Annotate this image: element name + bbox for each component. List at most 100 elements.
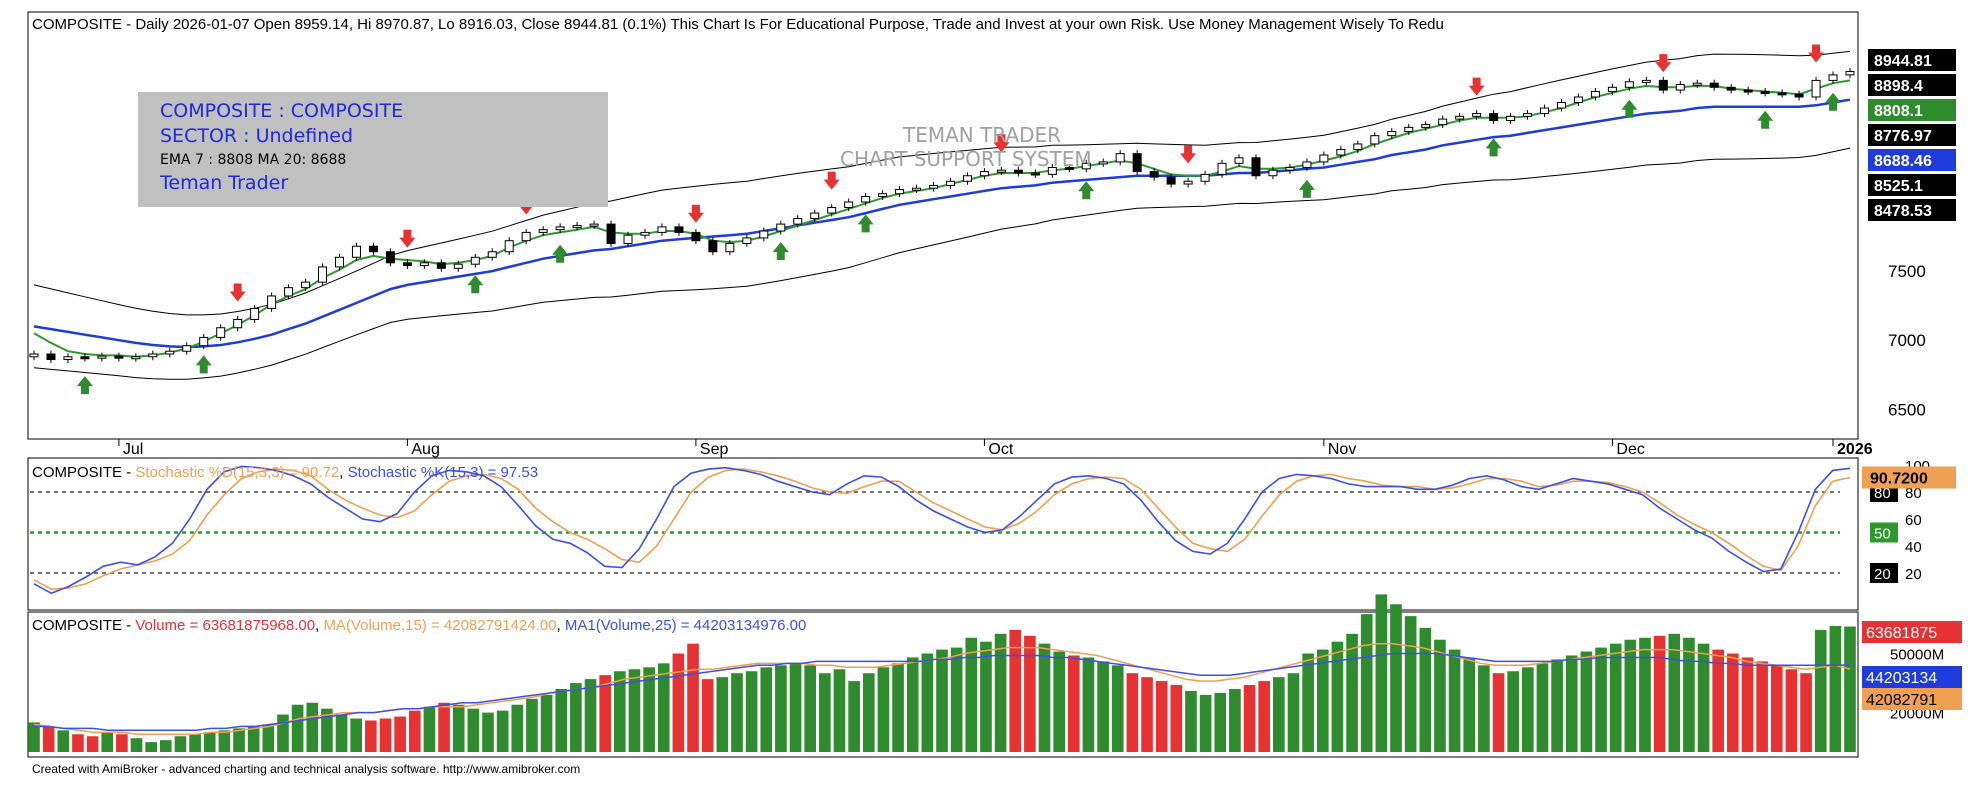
volume-bar bbox=[570, 683, 582, 752]
candle-body bbox=[1200, 173, 1210, 182]
volume-bar bbox=[116, 734, 128, 752]
volume-bar bbox=[379, 718, 392, 752]
volume-bar bbox=[1419, 627, 1432, 752]
candle-body bbox=[521, 231, 531, 242]
candle-body bbox=[1438, 118, 1448, 126]
candle-body bbox=[1777, 92, 1787, 96]
price-axis-box bbox=[1868, 174, 1956, 196]
volume-bar bbox=[438, 702, 450, 752]
candle-body bbox=[878, 193, 888, 197]
candle-body bbox=[657, 226, 667, 233]
volume-bar bbox=[1800, 673, 1812, 752]
volume-bar bbox=[745, 671, 758, 752]
month-label: Aug bbox=[411, 441, 439, 458]
candle-body bbox=[1624, 81, 1634, 88]
volume-bar bbox=[482, 712, 494, 752]
volume-axis-label: 42082791 bbox=[1866, 692, 1937, 709]
price-axis-box bbox=[1868, 149, 1956, 171]
month-label: Nov bbox=[1328, 441, 1356, 458]
candle-body bbox=[131, 356, 141, 360]
stoch-level-label: 50 bbox=[1874, 526, 1891, 543]
candle-body bbox=[402, 262, 412, 267]
stoch-tick-label: 80 bbox=[1905, 485, 1922, 502]
candle-body bbox=[1098, 161, 1108, 165]
stoch-level-label: 20 bbox=[1874, 566, 1891, 583]
candle-body bbox=[793, 218, 803, 225]
info-box: COMPOSITE : COMPOSITE SECTOR : Undefined… bbox=[138, 92, 608, 207]
price-axis-label: 8525.1 bbox=[1874, 178, 1923, 195]
volume-bar bbox=[1214, 692, 1227, 752]
volume-bar bbox=[408, 710, 421, 752]
volume-bar bbox=[28, 722, 40, 752]
sell-arrow-icon bbox=[687, 204, 704, 223]
candle-body bbox=[1370, 135, 1380, 145]
stoch-d-line bbox=[33, 468, 1851, 591]
volume-bar bbox=[1683, 637, 1695, 752]
candle-body bbox=[861, 195, 871, 203]
volume-bar bbox=[980, 641, 992, 752]
volume-bar bbox=[1331, 641, 1344, 752]
volume-bar bbox=[1375, 594, 1388, 752]
candle-body bbox=[1472, 113, 1482, 117]
candle-body bbox=[979, 171, 989, 177]
header-title: COMPOSITE - Daily 2026-01-07 Open 8959.1… bbox=[32, 16, 1444, 33]
volume-bar bbox=[1668, 633, 1681, 752]
volume-bar bbox=[1478, 665, 1490, 752]
buy-arrow-icon bbox=[467, 275, 484, 294]
candle-body bbox=[623, 234, 633, 244]
candle-body bbox=[1743, 89, 1753, 93]
candle-body bbox=[1692, 82, 1702, 86]
candle-body bbox=[368, 245, 378, 253]
stoch-level-box bbox=[1870, 563, 1898, 583]
stoch-k-line bbox=[33, 465, 1851, 595]
candle-body bbox=[1030, 172, 1040, 176]
volume-bar bbox=[1258, 681, 1271, 752]
volume-bar bbox=[1536, 663, 1549, 752]
volume-bar bbox=[716, 677, 729, 752]
price-axis-box bbox=[1868, 199, 1956, 221]
volume-bar bbox=[1727, 653, 1739, 752]
stoch-d-axis-box bbox=[1862, 466, 1956, 489]
volume-bar bbox=[1492, 673, 1505, 752]
volume-bar bbox=[1712, 649, 1725, 752]
candle-body bbox=[1302, 161, 1312, 168]
volume-bar bbox=[1770, 665, 1783, 752]
candle-body bbox=[436, 262, 446, 269]
price-axis-label: 8808.1 bbox=[1874, 103, 1923, 120]
volume-bar bbox=[1595, 647, 1607, 752]
volume-bar bbox=[321, 708, 333, 752]
volume-bar bbox=[1126, 673, 1139, 752]
volume-bar bbox=[848, 681, 860, 752]
volume-bar bbox=[1624, 639, 1637, 752]
volume-axis-label: 44203134 bbox=[1866, 670, 1937, 687]
volume-bar bbox=[1697, 643, 1710, 752]
volume-bar bbox=[1170, 685, 1183, 752]
volume-bar bbox=[189, 734, 201, 752]
info-sector: SECTOR : Undefined bbox=[160, 125, 354, 147]
buy-arrow-icon bbox=[1757, 110, 1774, 129]
volume-bar bbox=[1814, 629, 1827, 752]
candle-body bbox=[589, 223, 599, 227]
volume-bar bbox=[1111, 665, 1124, 752]
volume-bar bbox=[511, 704, 524, 752]
volume-bar bbox=[1053, 651, 1065, 752]
candle-body bbox=[46, 353, 56, 361]
volume-bar bbox=[760, 667, 773, 752]
volume-bar bbox=[1155, 681, 1168, 752]
candle-body bbox=[776, 223, 786, 232]
volume-bar bbox=[526, 698, 538, 752]
volume-bar bbox=[1463, 657, 1476, 752]
sell-arrow-icon bbox=[1655, 54, 1672, 73]
candle-body bbox=[945, 180, 955, 186]
volume-bar bbox=[1844, 626, 1856, 752]
candle-body bbox=[810, 212, 820, 220]
volume-bar bbox=[1785, 669, 1798, 752]
volume-bar bbox=[877, 667, 890, 752]
volume-bar bbox=[1521, 667, 1534, 752]
candle-body bbox=[1404, 126, 1414, 133]
candle-body bbox=[1709, 82, 1719, 88]
candle-body bbox=[725, 242, 735, 253]
candle-body bbox=[1132, 153, 1142, 173]
volume-bar bbox=[1580, 651, 1593, 752]
